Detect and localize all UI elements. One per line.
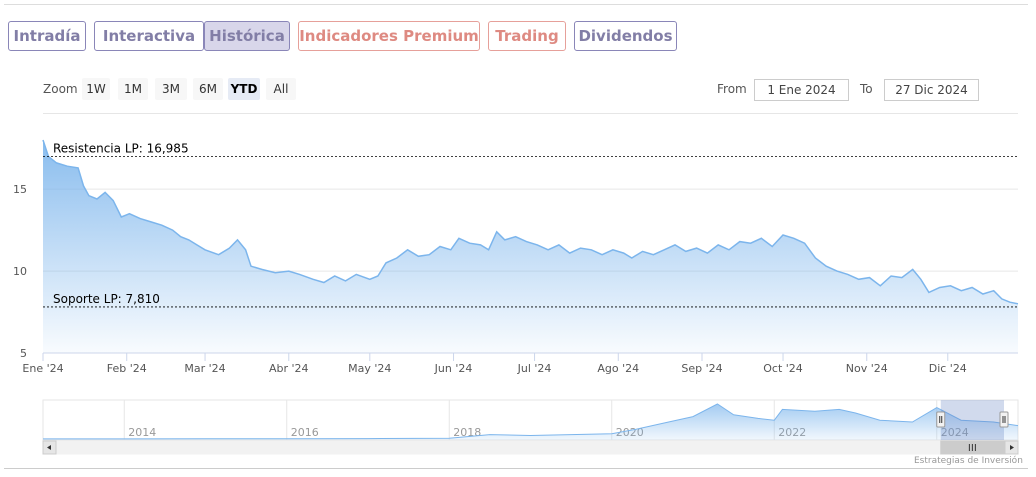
chart-credits: Estrategias de Inversión <box>914 456 1023 466</box>
zoom-1w-button[interactable]: 1W <box>82 78 110 100</box>
zoom-6m-button[interactable]: 6M <box>193 78 223 100</box>
navigator-right-handle[interactable] <box>999 411 1009 428</box>
x-tick-label: Oct '24 <box>763 362 803 375</box>
support-label: Soporte LP: 7,810 <box>53 292 160 306</box>
x-tick-label: Mar '24 <box>184 362 225 375</box>
zoom-ytd-button[interactable]: YTD <box>228 78 260 100</box>
navigator-year-label: 2016 <box>291 426 319 439</box>
tab-trading[interactable]: Trading <box>488 21 566 51</box>
scroll-left-arrow-icon <box>47 445 51 450</box>
zoom-1m-button[interactable]: 1M <box>118 78 148 100</box>
navigator-line <box>43 403 1019 440</box>
x-tick-label: Jul '24 <box>517 362 552 375</box>
tab-intradia[interactable]: Intradía <box>8 21 86 51</box>
header-divider <box>43 113 1018 114</box>
x-tick-label: May '24 <box>348 362 391 375</box>
x-tick-label: Sep '24 <box>681 362 722 375</box>
y-tick-label: 10 <box>13 265 27 278</box>
x-tick-label: Abr '24 <box>269 362 309 375</box>
y-tick-label: 5 <box>20 347 27 360</box>
zoom-label: Zoom <box>43 82 78 96</box>
x-tick-label: Ene '24 <box>22 362 63 375</box>
resistance-label: Resistencia LP: 16,985 <box>53 142 189 156</box>
navigator-left-handle[interactable] <box>936 411 946 428</box>
tab-historica[interactable]: Histórica <box>204 21 290 51</box>
to-date-input[interactable]: 27 Dic 2024 <box>884 79 979 101</box>
series-area-fill <box>43 140 1018 353</box>
x-tick-label: Ago '24 <box>597 362 639 375</box>
zoom-3m-button[interactable]: 3M <box>155 78 187 100</box>
scroll-right-arrow-icon <box>1010 445 1014 450</box>
from-label: From <box>717 82 747 96</box>
navigator-area <box>43 404 1018 440</box>
zoom-all-button[interactable]: All <box>266 78 296 100</box>
x-tick-label: Jun '24 <box>434 362 473 375</box>
tab-indicadores-premium[interactable]: Indicadores Premium <box>298 21 480 51</box>
tab-interactiva[interactable]: Interactiva <box>94 21 204 51</box>
to-label: To <box>860 82 873 96</box>
y-tick-label: 15 <box>13 183 27 196</box>
series-line <box>42 139 1019 305</box>
navigator-year-label: 2014 <box>128 426 156 439</box>
from-date-input[interactable]: 1 Ene 2024 <box>754 79 849 101</box>
x-tick-label: Nov '24 <box>846 362 888 375</box>
navigator-selection <box>940 400 1004 440</box>
x-tick-label: Feb '24 <box>107 362 147 375</box>
x-tick-label: Dic '24 <box>929 362 967 375</box>
bottom-divider <box>4 468 1028 469</box>
top-divider <box>4 4 1028 5</box>
tab-dividendos[interactable]: Dividendos <box>574 21 677 51</box>
scrollbar-track[interactable] <box>42 440 1019 455</box>
